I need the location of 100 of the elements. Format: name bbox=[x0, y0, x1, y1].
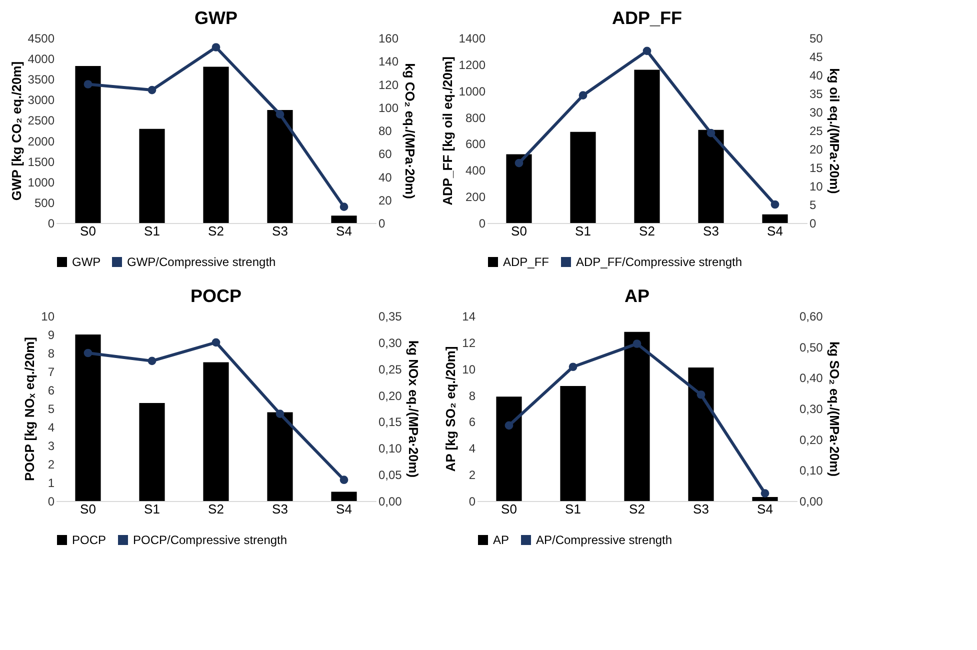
y-tick-label: 6 bbox=[468, 415, 476, 430]
y2-tick-label: 0 bbox=[810, 216, 816, 230]
y2-tick-label: 5 bbox=[810, 198, 816, 212]
x-tick-label: S1 bbox=[575, 224, 591, 238]
y2-tick-label: 0,00 bbox=[378, 494, 402, 508]
bar bbox=[570, 132, 596, 223]
bar bbox=[698, 130, 724, 223]
point bbox=[642, 46, 652, 56]
point bbox=[84, 80, 92, 88]
legend-label: AP bbox=[493, 533, 510, 547]
y2-axis-title: kg CO₂ eq./(MPa·20m) bbox=[402, 63, 418, 199]
y2-tick-label: 15 bbox=[810, 161, 824, 175]
x-tick-label: S3 bbox=[703, 224, 719, 238]
bar bbox=[139, 128, 165, 223]
y2-tick-label: 0,20 bbox=[378, 388, 402, 403]
x-tick-label: S2 bbox=[639, 224, 655, 238]
point bbox=[212, 43, 220, 52]
y2-tick-label: 0,25 bbox=[378, 362, 402, 376]
y-tick-label: 2000 bbox=[28, 134, 55, 148]
chart-title: POCP bbox=[190, 286, 242, 306]
bar bbox=[203, 362, 229, 501]
y2-tick-label: 0,50 bbox=[800, 340, 824, 354]
y2-tick-label: 80 bbox=[378, 124, 392, 138]
point bbox=[706, 128, 716, 138]
y-tick-label: 4 bbox=[468, 442, 476, 456]
point bbox=[276, 410, 284, 418]
x-tick-label: S2 bbox=[208, 502, 224, 516]
y-tick-label: 400 bbox=[465, 164, 486, 178]
y-tick-label: 800 bbox=[465, 110, 486, 125]
y2-tick-label: 160 bbox=[378, 32, 399, 46]
y-tick-label: 1 bbox=[48, 476, 55, 490]
y-tick-label: 4 bbox=[48, 420, 55, 434]
chart-title: ADP_FF bbox=[612, 8, 682, 28]
point bbox=[340, 476, 348, 484]
x-tick-label: S2 bbox=[208, 224, 224, 238]
y2-tick-label: 25 bbox=[810, 124, 824, 138]
y-tick-label: 3500 bbox=[28, 72, 55, 87]
x-tick-label: S3 bbox=[693, 502, 709, 516]
y-tick-label: 4500 bbox=[28, 32, 55, 46]
y2-tick-label: 0,10 bbox=[800, 464, 824, 478]
chart-title: AP bbox=[624, 286, 650, 306]
y-tick-label: 3 bbox=[48, 439, 55, 453]
point bbox=[770, 200, 780, 209]
bar bbox=[506, 154, 532, 223]
point bbox=[514, 158, 524, 168]
y-tick-label: 9 bbox=[48, 328, 55, 342]
legend-label: POCP/Compressive strength bbox=[133, 533, 288, 547]
y2-axis-title: kg SO₂ eq./(MPa·20m) bbox=[826, 341, 842, 477]
y-tick-label: 1200 bbox=[458, 58, 486, 72]
y2-tick-label: 120 bbox=[378, 78, 399, 92]
x-tick-label: S4 bbox=[767, 224, 783, 238]
y-tick-label: 10 bbox=[41, 310, 55, 324]
point bbox=[84, 348, 92, 358]
y-tick-label: 500 bbox=[34, 196, 55, 210]
bar bbox=[331, 492, 357, 501]
y-axis-title: POCP [kg NOₓ eq./20m] bbox=[22, 337, 38, 481]
y-tick-label: 14 bbox=[462, 310, 476, 324]
y-tick-label: 6 bbox=[48, 384, 55, 398]
bar bbox=[560, 386, 586, 501]
bar bbox=[203, 66, 229, 223]
y2-axis-title: kg oil eq./(MPa·20m) bbox=[826, 68, 842, 194]
y2-tick-label: 20 bbox=[378, 193, 392, 208]
y2-tick-label: 0,60 bbox=[800, 310, 824, 324]
x-tick-label: S0 bbox=[501, 502, 517, 516]
y2-tick-label: 30 bbox=[810, 106, 824, 120]
y-tick-label: 7 bbox=[48, 365, 55, 379]
chart-title: GWP bbox=[194, 8, 238, 28]
point bbox=[568, 362, 578, 372]
y-tick-label: 3000 bbox=[28, 93, 55, 108]
y2-tick-label: 0,35 bbox=[378, 310, 402, 324]
y-axis-title: ADP_FF [kg oil eq./20m] bbox=[440, 56, 455, 206]
point bbox=[632, 340, 642, 348]
point bbox=[504, 421, 514, 430]
x-tick-label: S4 bbox=[336, 502, 352, 516]
point bbox=[148, 86, 156, 94]
y2-tick-label: 10 bbox=[810, 180, 824, 194]
y-tick-label: 4000 bbox=[28, 52, 55, 66]
y2-axis-title: kg NOx eq./(MPa·20m) bbox=[406, 340, 421, 478]
y2-tick-label: 0,00 bbox=[800, 494, 824, 508]
y2-tick-label: 100 bbox=[378, 100, 399, 115]
bar bbox=[496, 396, 522, 501]
bar bbox=[331, 216, 357, 223]
y-tick-label: 1000 bbox=[458, 84, 486, 98]
bar bbox=[75, 334, 101, 501]
point bbox=[148, 356, 156, 366]
point bbox=[212, 338, 220, 347]
x-tick-label: S3 bbox=[272, 502, 288, 516]
bar bbox=[762, 214, 788, 223]
y2-tick-label: 0,15 bbox=[378, 415, 402, 430]
y2-tick-label: 140 bbox=[378, 54, 399, 69]
point bbox=[578, 91, 588, 100]
y-tick-label: 600 bbox=[465, 137, 486, 152]
x-tick-label: S4 bbox=[336, 224, 352, 238]
bar bbox=[752, 497, 778, 501]
x-tick-label: S1 bbox=[565, 502, 581, 516]
y2-tick-label: 60 bbox=[378, 147, 392, 162]
bar bbox=[75, 66, 101, 223]
y-tick-label: 0 bbox=[478, 216, 486, 230]
bar bbox=[624, 332, 650, 501]
y-axis-title: GWP [kg CO₂ eq./20m] bbox=[8, 61, 24, 201]
